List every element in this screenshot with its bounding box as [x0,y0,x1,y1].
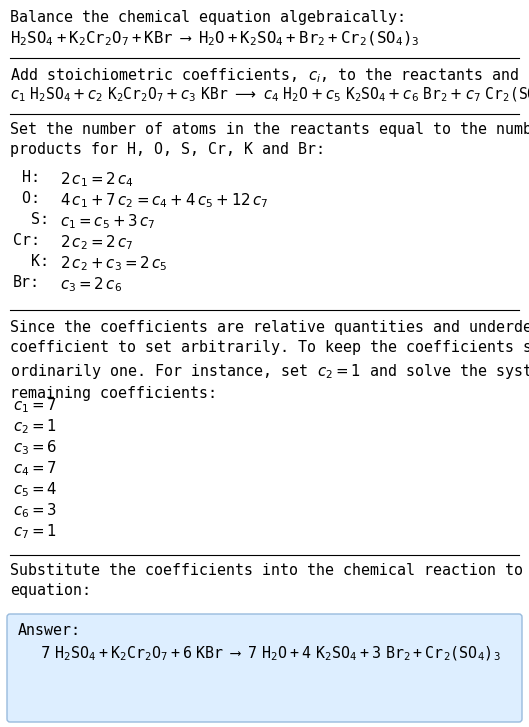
Text: $4\,c_1 + 7\,c_2 = c_4 + 4\,c_5 + 12\,c_7$: $4\,c_1 + 7\,c_2 = c_4 + 4\,c_5 + 12\,c_… [60,191,269,209]
Text: $c_1\ \mathtt{H_2SO_4} + c_2\ \mathtt{K_2Cr_2O_7} + c_3\ \mathtt{KBr}\ \longrigh: $c_1\ \mathtt{H_2SO_4} + c_2\ \mathtt{K_… [10,86,529,105]
Text: Balance the chemical equation algebraically:: Balance the chemical equation algebraica… [10,10,406,25]
Text: $c_2 = 1$: $c_2 = 1$ [13,417,57,435]
Text: $c_1 = c_5 + 3\,c_7$: $c_1 = c_5 + 3\,c_7$ [60,212,156,230]
Text: Substitute the coefficients into the chemical reaction to obtain the balanced
eq: Substitute the coefficients into the che… [10,563,529,598]
Text: $c_1 = 7$: $c_1 = 7$ [13,396,57,414]
Text: $2\,c_2 = 2\,c_7$: $2\,c_2 = 2\,c_7$ [60,233,134,252]
Text: Answer:: Answer: [18,623,81,638]
Text: $c_7 = 1$: $c_7 = 1$ [13,522,57,541]
Text: $2\,c_1 = 2\,c_4$: $2\,c_1 = 2\,c_4$ [60,170,134,189]
Text: Since the coefficients are relative quantities and underdetermined, choose a
coe: Since the coefficients are relative quan… [10,320,529,401]
Text: Set the number of atoms in the reactants equal to the number of atoms in the
pro: Set the number of atoms in the reactants… [10,122,529,158]
Text: Cr:: Cr: [13,233,40,248]
Text: $c_4 = 7$: $c_4 = 7$ [13,459,57,478]
Text: Add stoichiometric coefficients, $c_i$, to the reactants and products:: Add stoichiometric coefficients, $c_i$, … [10,66,529,85]
Text: $c_3 = 6$: $c_3 = 6$ [13,438,57,457]
Text: $c_6 = 3$: $c_6 = 3$ [13,501,57,520]
Text: H:: H: [13,170,40,185]
Text: K:: K: [13,254,49,269]
Text: O:: O: [13,191,40,206]
Text: $7\ \mathtt{H_2SO_4 + K_2Cr_2O_7 + 6\ KBr\ \longrightarrow}$$\ \mathtt{7\ H_2O +: $7\ \mathtt{H_2SO_4 + K_2Cr_2O_7 + 6\ KB… [40,645,501,664]
Text: S:: S: [13,212,49,227]
Text: $\mathtt{H_2SO_4 + K_2Cr_2O_7 + KBr}$$\mathtt{\ \longrightarrow\ H_2O + K_2SO_4 : $\mathtt{H_2SO_4 + K_2Cr_2O_7 + KBr}$$\m… [10,30,419,49]
Text: $c_5 = 4$: $c_5 = 4$ [13,480,58,499]
Text: $c_3 = 2\,c_6$: $c_3 = 2\,c_6$ [60,275,122,294]
Text: $2\,c_2 + c_3 = 2\,c_5$: $2\,c_2 + c_3 = 2\,c_5$ [60,254,168,273]
Text: Br:: Br: [13,275,40,290]
FancyBboxPatch shape [7,614,522,722]
